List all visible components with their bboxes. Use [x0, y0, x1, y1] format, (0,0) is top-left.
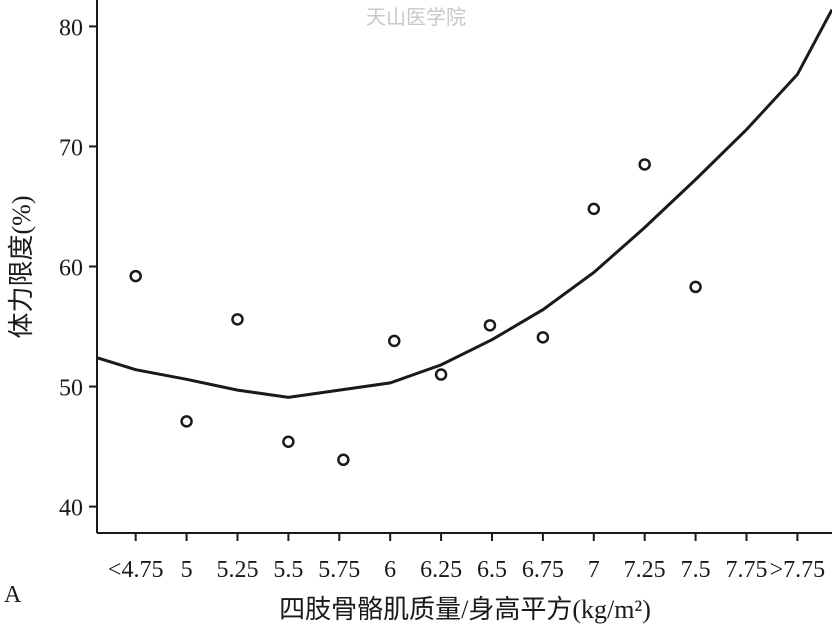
point: [483, 319, 497, 332]
point: [536, 331, 550, 344]
point: [434, 368, 448, 381]
x-tick-label: 6.25: [420, 557, 462, 583]
x-tick-label: 5: [181, 557, 193, 583]
fit-curve: [96, 8, 832, 399]
x-tick-label: <4.75: [108, 557, 164, 583]
x-tick-label: >7.75: [770, 557, 826, 583]
point: [231, 313, 244, 326]
x-tick-label: 7: [588, 557, 600, 583]
point: [388, 334, 401, 348]
x-tick-label: 6.5: [477, 557, 507, 583]
y-tick-label: 40: [59, 496, 83, 522]
x-tick-label: 7.5: [681, 557, 711, 583]
x-tick-label: 6: [384, 557, 396, 583]
x-tick-label: 6.75: [522, 557, 564, 583]
point: [337, 453, 350, 467]
x-tick-label: 5.5: [273, 557, 303, 583]
point: [587, 202, 601, 216]
panel-label: A: [4, 582, 22, 608]
point: [282, 435, 295, 449]
point: [689, 280, 702, 294]
x-tick-label: 5.75: [318, 557, 360, 583]
y-axis-label: 体力限度(%): [7, 196, 36, 339]
x-axis-label: 四肢骨骼肌质量/身高平方(kg/m²): [279, 595, 651, 624]
point: [638, 158, 651, 171]
x-tick-label: 7.25: [624, 557, 666, 583]
watermark: 天山医学院: [366, 6, 466, 29]
point: [129, 269, 142, 283]
y-tick-label: 50: [59, 376, 83, 402]
y-tick-label: 70: [59, 135, 83, 161]
x-tick-label: 7.75: [725, 557, 767, 583]
y-tick-label: 80: [59, 15, 83, 41]
x-tick-label: 5.25: [216, 557, 258, 583]
y-tick-label: 60: [59, 256, 83, 282]
point: [180, 415, 193, 428]
